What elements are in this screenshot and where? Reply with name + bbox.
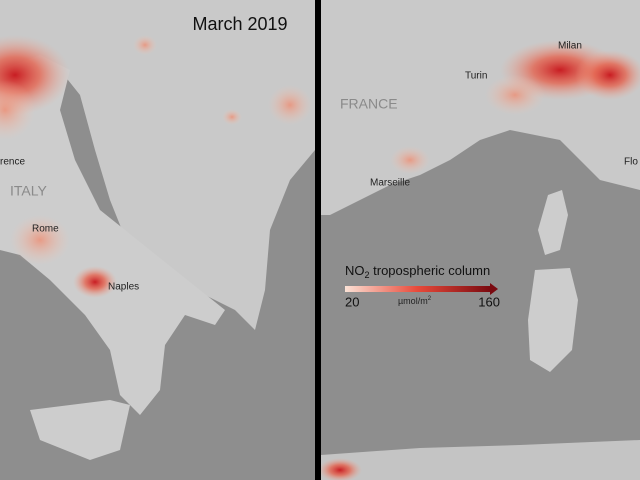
left-panel: March 2019 rence ITALY Rome Naples — [0, 0, 315, 480]
hotspot — [268, 85, 312, 125]
city-label: Flo — [624, 157, 638, 168]
legend-title: NO2 tropospheric column — [345, 263, 490, 280]
hotspot — [73, 266, 117, 298]
hotspot — [0, 80, 35, 140]
legend-unit-sup: 2 — [428, 296, 432, 302]
hotspot — [575, 50, 640, 100]
hotspot — [321, 458, 362, 480]
city-label: Milan — [558, 41, 582, 52]
hotspot — [390, 146, 430, 174]
legend-title-main: NO — [345, 263, 365, 278]
land-corsica — [538, 190, 568, 255]
country-label: FRANCE — [340, 96, 398, 112]
land-sicily — [30, 400, 130, 460]
legend-min: 20 — [345, 294, 359, 309]
legend-max: 160 — [478, 294, 500, 309]
hotspot — [133, 35, 157, 55]
city-label: Turin — [465, 71, 487, 82]
city-label: Naples — [108, 282, 139, 293]
divider — [315, 0, 321, 480]
legend-title-sub: 2 — [365, 270, 370, 280]
city-label: rence — [0, 157, 25, 168]
city-label: Rome — [32, 224, 59, 235]
legend-bar — [345, 286, 490, 292]
title: March 2019 — [192, 14, 287, 34]
hotspot — [485, 75, 545, 115]
city-label: Marseille — [370, 178, 410, 189]
legend-title-rest: tropospheric column — [370, 263, 491, 278]
legend: NO2 tropospheric column 20 µmol/m2 160 — [345, 263, 500, 309]
legend-unit: µmol/m2 — [398, 296, 432, 307]
right-panel: FRANCE Turin Milan Marseille Flo NO2 tro… — [321, 0, 640, 480]
legend-arrow — [490, 283, 498, 295]
land-africa — [321, 440, 640, 480]
land-sardinia — [528, 268, 578, 372]
hotspot — [10, 215, 70, 265]
hotspot — [222, 109, 242, 125]
country-label: ITALY — [10, 183, 47, 199]
legend-unit-main: µmol/m — [398, 296, 428, 306]
land-balkans — [0, 0, 315, 330]
land-italy — [0, 55, 225, 415]
